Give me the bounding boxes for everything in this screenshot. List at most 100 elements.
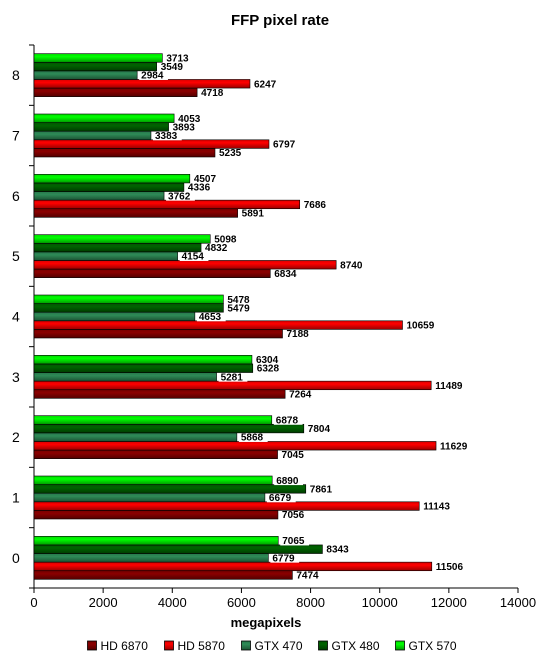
data-label-bg (253, 354, 283, 365)
legend-label: GTX 470 (255, 639, 303, 653)
bar (33, 294, 224, 304)
bar (33, 536, 279, 546)
data-label: 6779 (272, 553, 295, 564)
bar (33, 208, 238, 218)
data-label-bg (251, 78, 281, 89)
bar (33, 432, 238, 442)
data-label: 8343 (326, 545, 349, 556)
data-label: 7861 (310, 484, 333, 495)
data-label: 6679 (269, 493, 292, 504)
bar (33, 441, 437, 451)
data-label: 11143 (423, 502, 450, 513)
data-label: 6797 (273, 140, 296, 151)
category-label: 8 (12, 67, 20, 83)
data-label-bg (152, 130, 182, 141)
bar (33, 182, 185, 192)
data-label-bg (280, 535, 310, 546)
bar (33, 61, 157, 72)
data-label-bg (164, 53, 194, 63)
data-label-bg (433, 380, 469, 391)
data-label-bg (287, 389, 316, 399)
data-label-bg (166, 191, 195, 201)
bar (33, 423, 305, 434)
data-label-bg (170, 122, 200, 132)
x-tick-label: 4000 (158, 595, 187, 610)
data-label: 5281 (221, 372, 244, 383)
data-label-bg (438, 440, 474, 451)
bar (33, 570, 293, 580)
x-axis-label: megapixels (231, 615, 302, 630)
bar (33, 510, 279, 520)
data-label-bg (273, 415, 303, 425)
data-label: 7065 (282, 536, 305, 547)
data-label-bg (225, 303, 255, 313)
data-label-bg (216, 147, 246, 158)
data-label: 5235 (219, 148, 242, 159)
bar (33, 234, 211, 244)
category-label: 3 (12, 369, 20, 385)
bar (33, 174, 191, 184)
data-label: 2984 (141, 71, 164, 82)
x-tick-label: 10000 (362, 595, 398, 610)
data-label: 8740 (340, 260, 363, 271)
data-label: 5868 (241, 433, 264, 444)
data-label: 3383 (155, 131, 178, 142)
data-label-bg (305, 423, 335, 434)
bar (33, 70, 138, 80)
data-label-bg (294, 570, 324, 580)
data-label-bg (225, 294, 255, 305)
data-label: 11506 (436, 562, 464, 573)
data-label-bg (338, 259, 367, 270)
legend-swatch (87, 640, 97, 651)
data-label: 4053 (178, 114, 201, 125)
data-label: 7056 (282, 510, 305, 521)
data-label: 6304 (256, 355, 279, 366)
data-label: 7188 (286, 329, 309, 340)
data-label: 7804 (308, 424, 331, 435)
data-label: 5891 (242, 209, 265, 220)
bar (33, 311, 196, 322)
data-label: 3893 (173, 122, 196, 133)
data-label: 7264 (289, 390, 312, 401)
legend-swatch (164, 640, 174, 651)
bar (33, 329, 283, 339)
chart-title: FFP pixel rate (231, 12, 329, 29)
category-label: 2 (12, 429, 20, 445)
category-label: 1 (12, 490, 20, 506)
data-label-bg (239, 208, 269, 218)
data-label-bg (196, 311, 226, 322)
category-label: 4 (12, 309, 20, 325)
legend-swatch (395, 640, 405, 651)
bar (33, 372, 217, 382)
data-label-bg (238, 432, 268, 442)
data-label-bg (404, 320, 440, 330)
data-label-bg (324, 544, 354, 555)
plot-area: 0 2000 4000 6000 8000 10000 12000 14000 0 7474 115… (12, 44, 536, 610)
x-tick-label: 14000 (500, 595, 536, 610)
data-label-bg (284, 328, 314, 339)
bar (33, 148, 216, 158)
bar (33, 355, 253, 365)
legend-swatch (318, 640, 328, 651)
data-label: 4507 (194, 174, 217, 185)
data-label-bg (279, 449, 309, 460)
data-label-bg (274, 475, 303, 486)
data-label: 3762 (168, 191, 191, 202)
bar (33, 251, 178, 261)
data-label: 10659 (406, 321, 434, 332)
x-tick-label: 2000 (89, 595, 118, 610)
data-label: 3713 (166, 53, 189, 64)
data-label: 11489 (435, 381, 463, 392)
data-label: 6878 (276, 415, 299, 426)
data-label: 11629 (440, 441, 468, 452)
bar (33, 415, 273, 425)
bar (33, 475, 273, 485)
bar (33, 122, 169, 132)
bar (33, 303, 224, 313)
data-label-bg (179, 251, 209, 261)
data-label-bg (433, 561, 469, 572)
bar (33, 561, 433, 572)
data-label-bg (158, 61, 188, 72)
x-tick-label: 6000 (227, 595, 256, 610)
